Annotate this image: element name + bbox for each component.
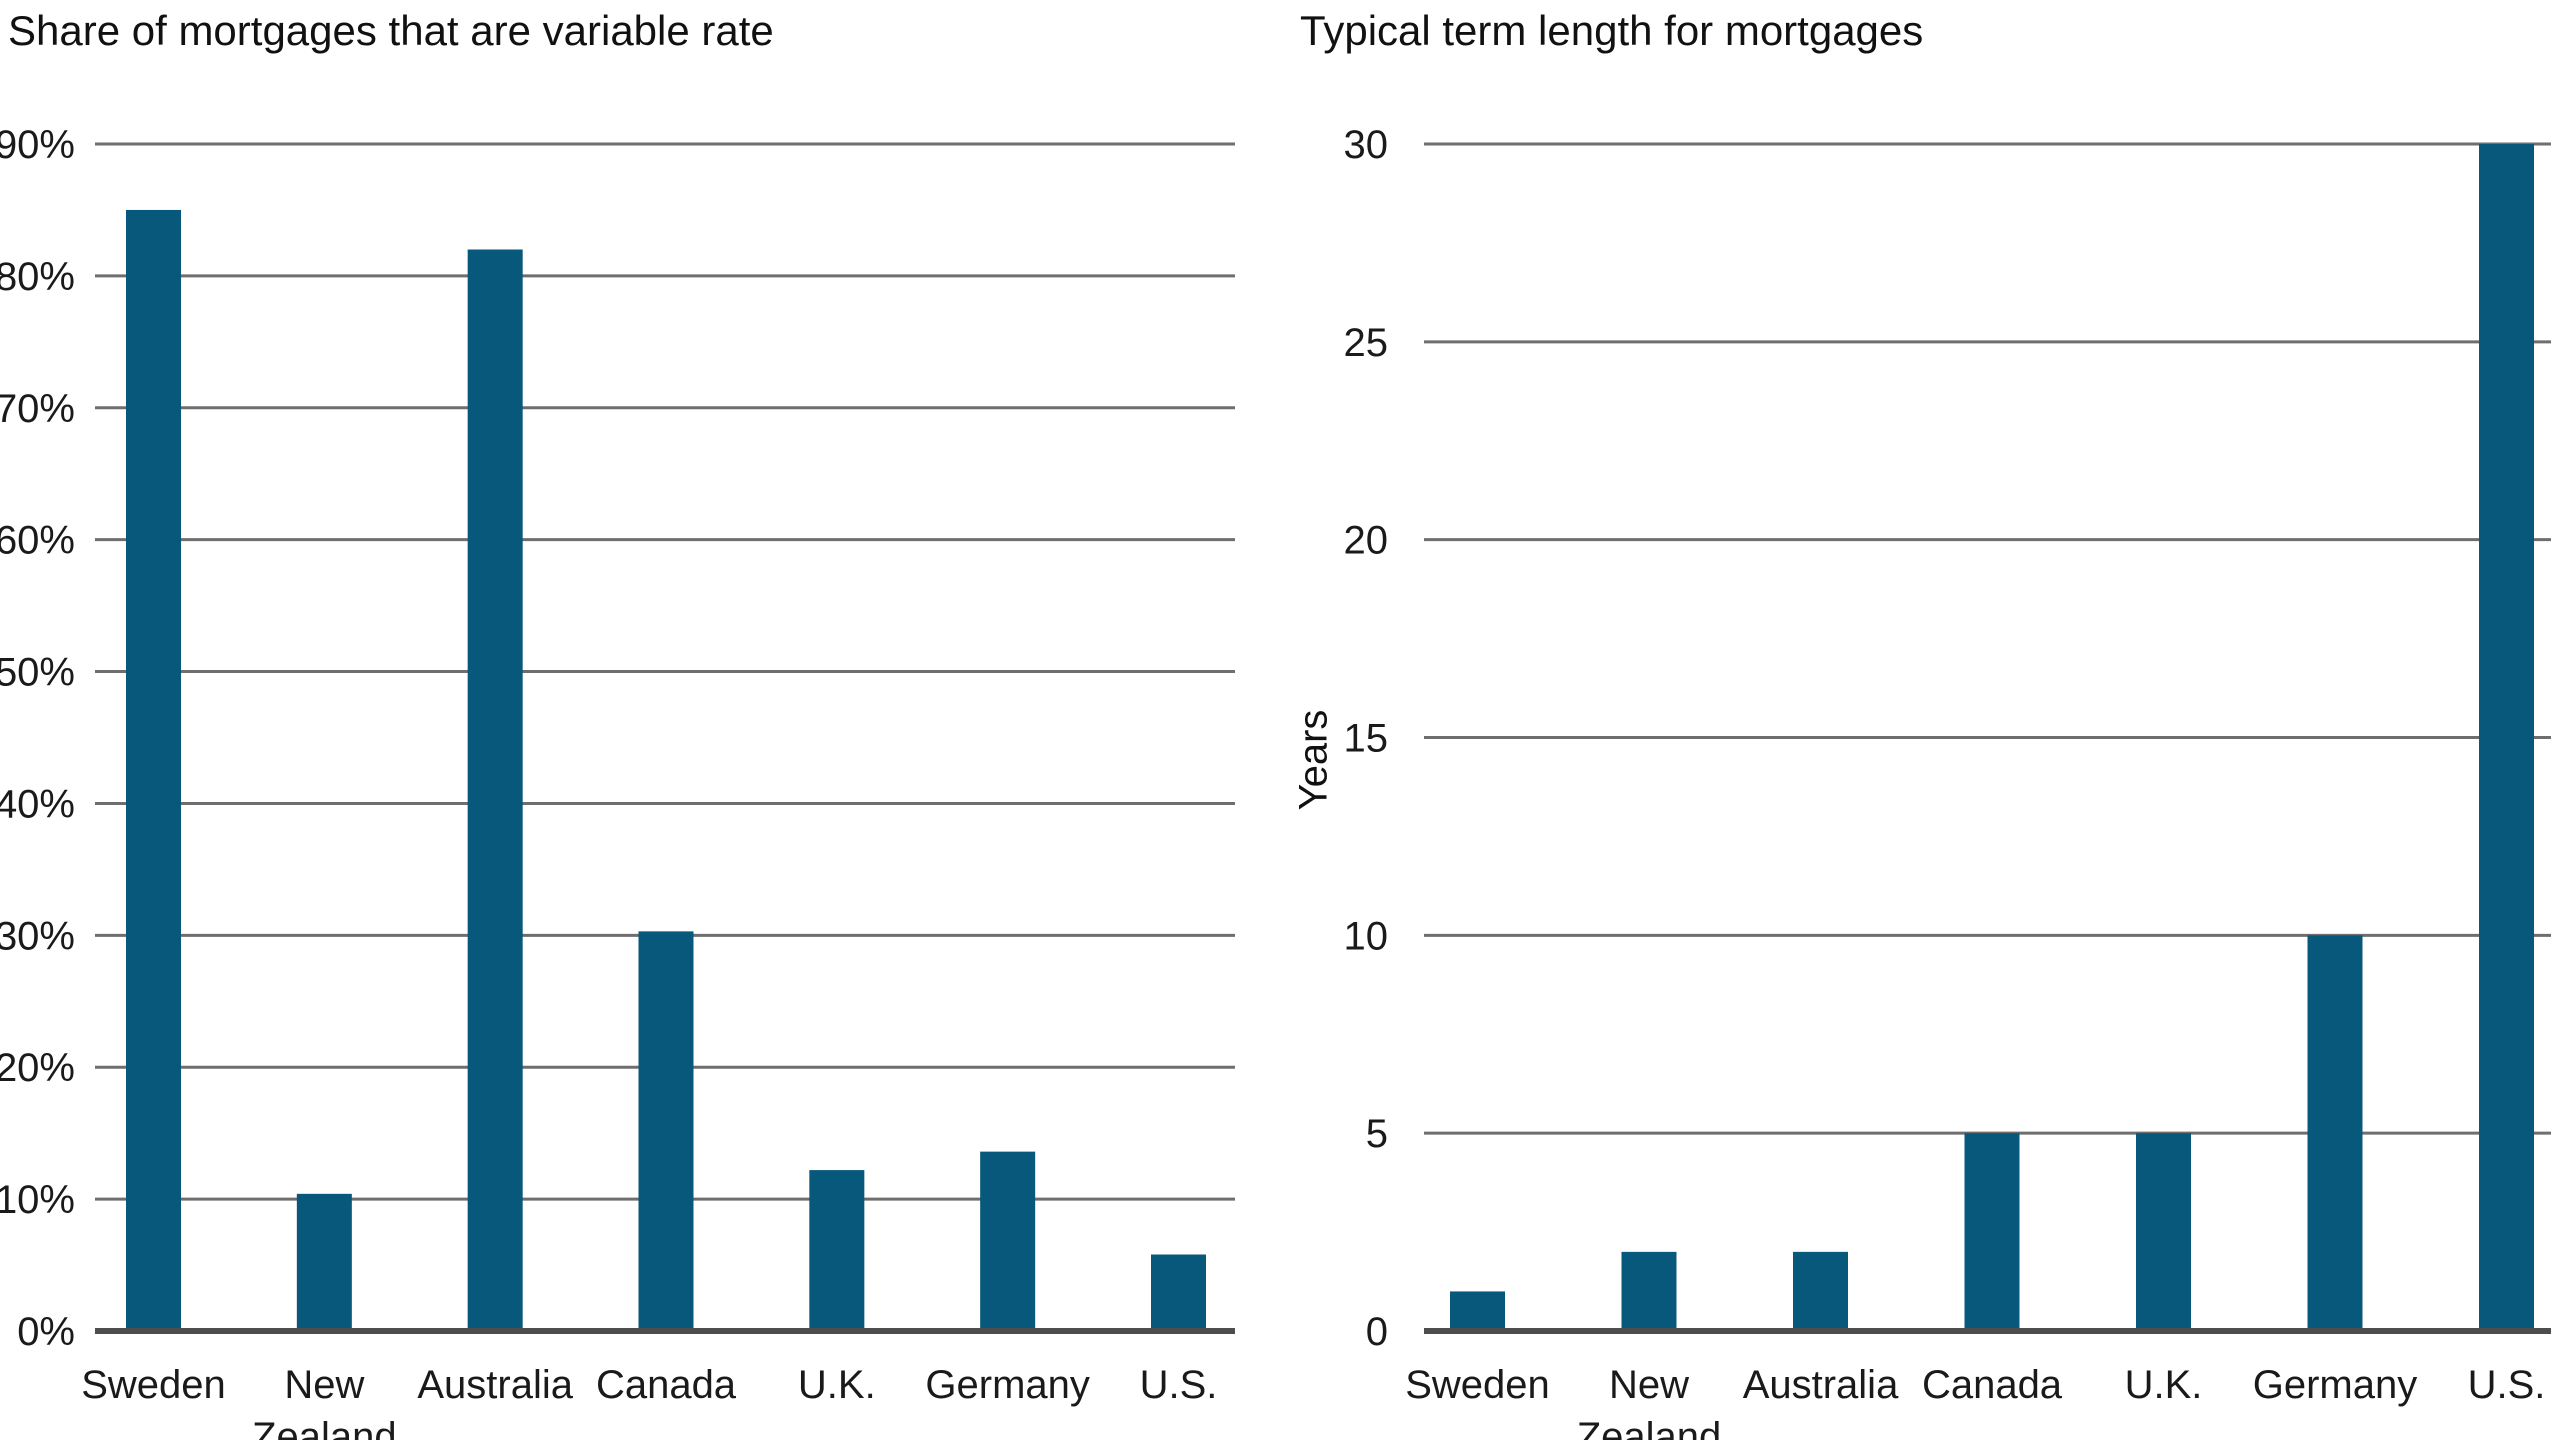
category-label-u-k: U.K. [2125,1363,2203,1407]
y-tick-label: 10 [1344,914,1389,958]
category-label-australia: Australia [417,1363,573,1407]
category-label-new-zealand: New [284,1363,364,1407]
category-label-canada: Canada [1922,1363,2063,1407]
category-label-new-zealand: New [1609,1363,1689,1407]
category-label-sweden: Sweden [1405,1363,1550,1407]
bar-australia [1793,1251,1848,1331]
y-tick-label: 30 [1344,123,1389,167]
bar-australia [467,249,523,1331]
y-tick-label: 20% [0,1046,75,1090]
category-label-canada: Canada [596,1363,737,1407]
y-tick-label: 20 [1344,519,1389,563]
bar-sweden [126,209,181,1331]
category-label-germany: Germany [2253,1363,2418,1407]
y-tick-label: 0 [1366,1310,1388,1354]
category-label-germany: Germany [925,1363,1090,1407]
y-tick-label: 15 [1344,717,1389,761]
y-tick-label: 5 [1366,1112,1388,1156]
bar-u-k [809,1170,865,1331]
y-tick-label: 60% [0,519,75,563]
category-label-new-zealand: Zealand [1577,1415,1722,1440]
bar-canada [1964,1133,2020,1331]
y-tick-label: 70% [0,387,75,431]
category-label-new-zealand: Zealand [252,1415,397,1440]
bar-u-k [2136,1133,2191,1331]
y-tick-label: 30% [0,914,75,958]
variable-rate-chart: 0% 10% 20% 30% 40% 50% 60% 70% 80% 90% Sweden New Ze… [0,123,1235,1440]
category-label-u-s: U.S. [1140,1363,1218,1407]
category-label-u-s: U.S. [2468,1363,2546,1407]
bar-new-zealand [1621,1251,1677,1331]
bar-sweden [1450,1291,1505,1331]
y-tick-label: 90% [0,123,75,167]
y-tick-label: 0% [17,1310,75,1354]
left-chart-title: Share of mortgages that are variable rat… [8,7,774,54]
bar-u-s [1151,1254,1206,1331]
bar-germany [980,1151,1036,1331]
category-label-australia: Australia [1743,1363,1899,1407]
category-label-u-k: U.K. [798,1363,876,1407]
bar-u-s [2479,144,2534,1331]
y-tick-label: 40% [0,782,75,826]
bar-new-zealand [296,1193,352,1331]
bar-germany [2307,935,2363,1331]
y-tick-label: 25 [1344,321,1389,365]
right-chart-title: Typical term length for mortgages [1300,7,1924,54]
y-tick-label: 10% [0,1178,75,1222]
bar-canada [638,931,694,1331]
y-tick-label: 80% [0,255,75,299]
term-length-chart: 0 5 10 15 20 25 30 Sweden New Zealand Australia Can… [1344,123,2551,1440]
y-tick-label: 50% [0,651,75,695]
category-label-sweden: Sweden [81,1363,226,1407]
